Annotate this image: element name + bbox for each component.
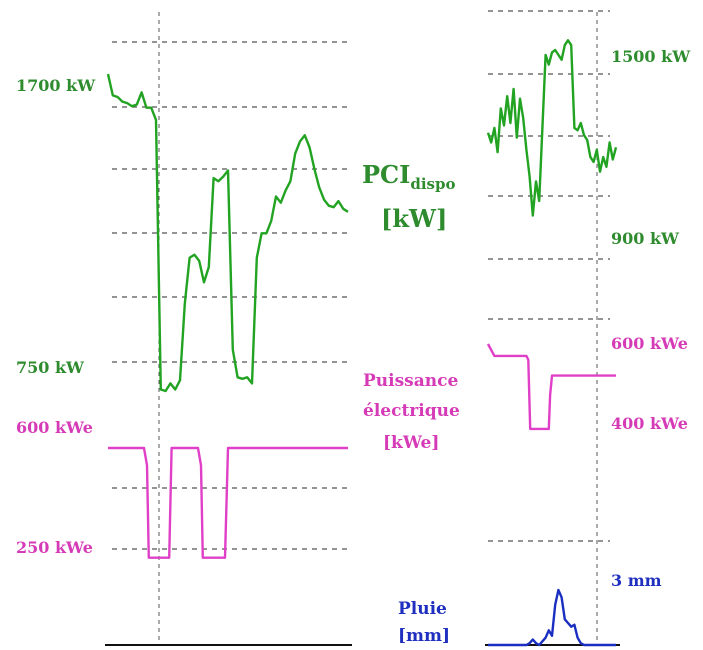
- left-power-bottom-label: 250 kWe: [16, 538, 93, 557]
- left-panel-grid: [105, 12, 352, 646]
- left-power-top-label: 600 kWe: [16, 418, 93, 437]
- pci-unit-label: [kW]: [381, 204, 447, 233]
- pci-name-label: PCIdispo: [362, 160, 456, 193]
- power-name-label-line1: Puissance: [363, 371, 458, 391]
- right-rain-series: [488, 588, 616, 647]
- pci-name-subscript: dispo: [410, 175, 455, 193]
- left-power-series: [108, 446, 348, 559]
- right-pci-series: [486, 39, 618, 217]
- right-power-bottom-label: 400 kWe: [611, 414, 688, 433]
- pci-name-main: PCI: [362, 160, 410, 189]
- rain-name-label: Pluie: [398, 599, 447, 619]
- left-pci-bottom-label: 750 kW: [16, 358, 85, 377]
- rain-unit-label: [mm]: [398, 626, 450, 646]
- series-layer: [106, 39, 618, 647]
- left-pci-series: [106, 73, 349, 393]
- left-pci-top-label: 1700 kW: [16, 76, 96, 95]
- right-power-top-label: 600 kWe: [611, 334, 688, 353]
- power-name-label-line2: électrique: [363, 401, 460, 421]
- right-pci-top-label: 1500 kW: [611, 47, 691, 66]
- right-rain-top-label: 3 mm: [611, 571, 662, 590]
- right-power-series: [486, 343, 616, 431]
- right-pci-bottom-label: 900 kW: [611, 229, 680, 248]
- power-unit-label: [kWe]: [383, 433, 439, 453]
